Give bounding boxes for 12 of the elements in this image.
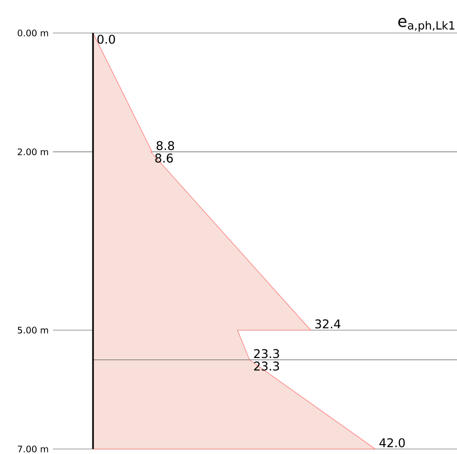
y-tick-label: 5.00 m [18,326,48,334]
data-label: 23.3 [254,362,279,371]
data-label: 8.8 [156,141,174,150]
y-tick-label: 2.00 m [18,148,48,156]
data-label: 23.3 [254,349,279,358]
data-label: 0.0 [97,34,115,44]
data-label: 32.4 [315,319,340,328]
data-label: 8.6 [155,154,173,163]
data-label: 42.0 [379,438,405,448]
text: e$_{a,ph,Lk1}$ [398,18,454,32]
y-tick-label: 0.00 m [18,30,48,36]
y-tick-label: 7.00 m [18,446,48,452]
